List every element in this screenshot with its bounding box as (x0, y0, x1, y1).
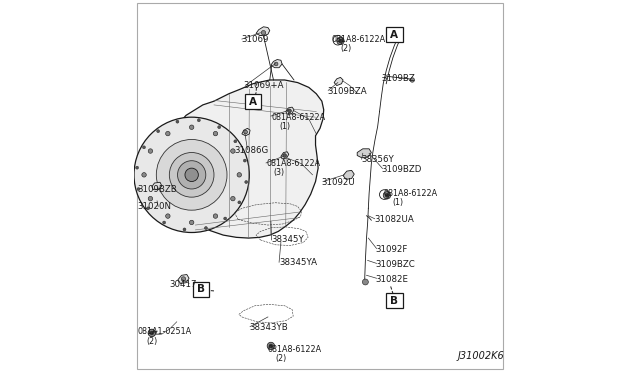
Polygon shape (271, 60, 282, 68)
Circle shape (157, 130, 159, 133)
Circle shape (163, 221, 166, 224)
Circle shape (148, 329, 156, 337)
Circle shape (267, 342, 275, 350)
Circle shape (143, 146, 145, 149)
Circle shape (156, 140, 227, 210)
Text: 38356Y: 38356Y (361, 155, 394, 164)
Text: B: B (390, 296, 398, 305)
Polygon shape (281, 152, 289, 159)
Text: B: B (197, 285, 205, 294)
Text: J31002K6: J31002K6 (458, 352, 504, 361)
Circle shape (148, 149, 153, 153)
Text: 38343YB: 38343YB (250, 323, 288, 332)
Circle shape (148, 196, 153, 201)
Text: 31092F: 31092F (376, 245, 408, 254)
Polygon shape (334, 77, 343, 86)
Polygon shape (154, 80, 324, 238)
Text: 31092U: 31092U (322, 178, 356, 187)
FancyBboxPatch shape (193, 282, 209, 297)
Circle shape (204, 227, 207, 230)
Text: 30417: 30417 (170, 280, 197, 289)
Polygon shape (286, 107, 294, 114)
Text: 3109BZD: 3109BZD (381, 165, 422, 174)
Circle shape (224, 217, 227, 220)
Polygon shape (343, 170, 354, 179)
Text: 081A1-0251A: 081A1-0251A (138, 327, 192, 336)
Circle shape (237, 173, 241, 177)
Text: (1): (1) (279, 122, 290, 131)
Circle shape (230, 149, 235, 153)
Polygon shape (242, 128, 250, 136)
Circle shape (166, 131, 170, 136)
Circle shape (362, 279, 369, 285)
Text: 38345Y: 38345Y (271, 235, 305, 244)
Text: 31069+A: 31069+A (244, 81, 284, 90)
Text: (2): (2) (275, 354, 287, 363)
Text: (2): (2) (340, 44, 352, 53)
Circle shape (243, 159, 246, 162)
Text: (1): (1) (392, 198, 404, 207)
Text: 3109BZA: 3109BZA (328, 87, 367, 96)
Polygon shape (357, 149, 371, 158)
Text: 081A8-6122A: 081A8-6122A (331, 35, 385, 44)
Circle shape (197, 119, 200, 122)
Text: A: A (390, 30, 398, 39)
Circle shape (189, 220, 194, 225)
Text: 081A8-6122A: 081A8-6122A (271, 113, 326, 122)
Text: A: A (249, 97, 257, 106)
Circle shape (185, 168, 198, 182)
FancyBboxPatch shape (245, 94, 261, 109)
Text: 081A8-6122A: 081A8-6122A (383, 189, 437, 198)
Circle shape (337, 37, 344, 45)
Circle shape (261, 31, 266, 35)
Circle shape (136, 166, 139, 169)
Text: (2): (2) (147, 337, 157, 346)
Circle shape (410, 78, 415, 82)
Circle shape (238, 201, 241, 204)
Text: 38345YA: 38345YA (279, 258, 317, 267)
Polygon shape (152, 182, 162, 190)
Circle shape (244, 130, 248, 134)
Circle shape (147, 207, 150, 210)
Circle shape (339, 39, 342, 43)
Circle shape (150, 331, 154, 335)
Text: 3109BZ: 3109BZ (381, 74, 415, 83)
Circle shape (218, 126, 221, 129)
Circle shape (385, 193, 389, 197)
FancyBboxPatch shape (386, 27, 403, 42)
Polygon shape (256, 27, 270, 36)
Text: 081A8-6122A: 081A8-6122A (268, 345, 322, 354)
Circle shape (170, 153, 214, 197)
Text: 31069: 31069 (242, 35, 269, 44)
Text: 31020N: 31020N (138, 202, 172, 211)
Circle shape (213, 131, 218, 136)
Circle shape (230, 196, 235, 201)
Circle shape (244, 180, 248, 183)
Text: 3109BZC: 3109BZC (376, 260, 415, 269)
Circle shape (283, 154, 287, 157)
Circle shape (134, 117, 250, 232)
Circle shape (142, 173, 147, 177)
Text: 3109BZB: 3109BZB (138, 185, 177, 194)
Circle shape (177, 161, 206, 189)
Circle shape (234, 140, 237, 143)
Circle shape (166, 214, 170, 218)
Circle shape (383, 192, 390, 199)
Circle shape (176, 120, 179, 123)
Circle shape (137, 187, 140, 190)
Circle shape (269, 344, 273, 348)
Text: (3): (3) (273, 169, 285, 177)
Circle shape (275, 62, 278, 66)
Polygon shape (178, 275, 189, 283)
Circle shape (183, 228, 186, 231)
Text: 31082UA: 31082UA (374, 215, 413, 224)
Text: 31082E: 31082E (376, 275, 409, 283)
FancyBboxPatch shape (386, 293, 403, 308)
Text: 31086G: 31086G (234, 146, 269, 155)
Circle shape (287, 109, 291, 113)
Text: 081A8-6122A: 081A8-6122A (266, 159, 320, 168)
Circle shape (213, 214, 218, 218)
Circle shape (189, 125, 194, 129)
Circle shape (181, 277, 186, 281)
